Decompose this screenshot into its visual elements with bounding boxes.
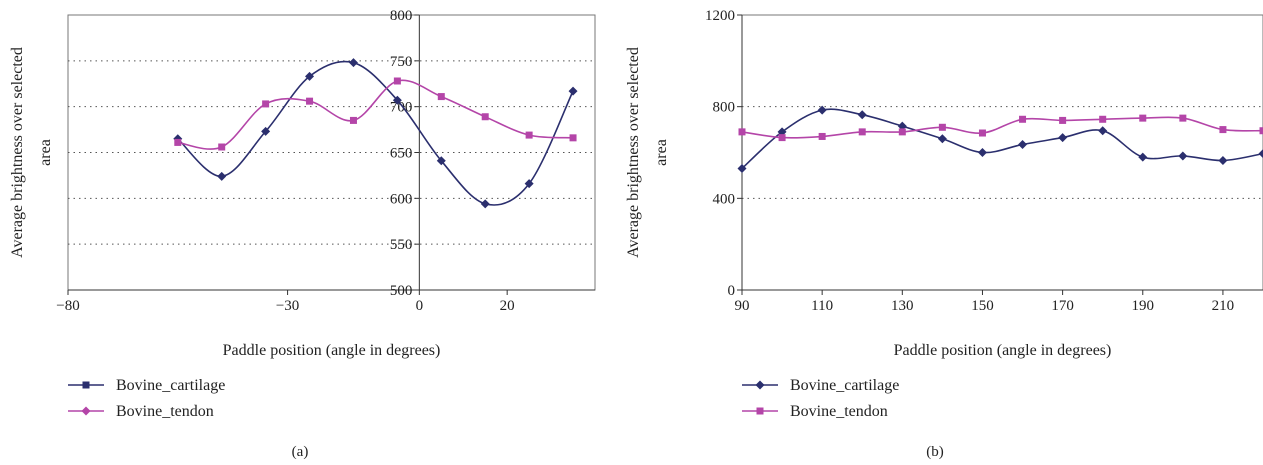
data-point — [977, 148, 987, 157]
data-point — [937, 134, 947, 144]
y-tick-label: 0 — [728, 283, 736, 299]
data-point — [978, 129, 986, 137]
data-point — [1138, 152, 1148, 162]
data-point — [480, 199, 490, 209]
data-point — [938, 123, 946, 131]
data-point — [217, 171, 227, 181]
data-point — [778, 134, 786, 142]
chart-panel-b: 0 400 800 1200 90 110 130 150 170 190 210 Paddle po… — [625, 8, 1263, 460]
data-point — [857, 110, 867, 120]
y-tick-label: 500 — [390, 283, 413, 299]
y-tick-label: 600 — [390, 191, 413, 207]
y-axis-label-line-1: Average brightness over selected — [625, 47, 642, 258]
y-tick-label: 750 — [390, 54, 413, 70]
plot-area-border — [741, 14, 1263, 291]
x-tick-label: 190 — [1132, 298, 1155, 314]
data-point — [436, 156, 446, 166]
legend-entry: Bovine_cartilage — [68, 377, 225, 394]
panel-caption: (b) — [926, 444, 944, 460]
data-point — [898, 128, 906, 136]
data-point — [569, 134, 577, 142]
data-point — [218, 143, 226, 151]
x-tick-label: −30 — [276, 298, 299, 314]
data-point — [1139, 114, 1147, 122]
x-tick-label: 0 — [416, 298, 424, 314]
data-point — [1258, 149, 1263, 159]
x-tick-label: 110 — [811, 298, 833, 314]
legend-label: Bovine_cartilage — [790, 377, 899, 394]
series-bovine-cartilage — [737, 105, 1263, 174]
y-axis-label-line-2: area — [653, 139, 670, 166]
data-point — [1098, 126, 1108, 136]
series-line — [177, 60, 574, 206]
data-point — [437, 93, 445, 101]
x-tick-label: 210 — [1212, 298, 1235, 314]
data-point — [1058, 133, 1068, 143]
series-bovine-tendon — [174, 77, 577, 151]
y-tick-label: 700 — [390, 100, 413, 116]
data-point — [262, 100, 270, 108]
legend-label: Bovine_tendon — [790, 403, 888, 420]
series-bovine-cartilage — [173, 58, 578, 209]
data-point — [174, 138, 182, 146]
x-tick-label: 150 — [971, 298, 994, 314]
data-point — [524, 179, 534, 189]
legend-marker — [82, 381, 90, 389]
data-point — [1218, 156, 1228, 166]
data-point — [1179, 114, 1187, 122]
data-point — [1059, 116, 1067, 124]
data-point — [817, 105, 827, 115]
y-axis-label-line-1: Average brightness over selected — [9, 47, 26, 258]
legend-label: Bovine_tendon — [116, 403, 214, 420]
y-tick-label: 650 — [390, 146, 413, 162]
legend-entry: Bovine_cartilage — [742, 377, 899, 394]
data-point — [738, 128, 746, 136]
data-point — [1018, 139, 1028, 149]
data-point — [481, 113, 489, 121]
y-axis-label-line-2: area — [37, 139, 54, 166]
data-point — [1099, 115, 1107, 123]
series-line — [177, 79, 574, 150]
x-tick-label: 20 — [500, 298, 515, 314]
data-point — [1019, 115, 1027, 123]
data-point — [393, 77, 401, 85]
x-tick-label: 90 — [735, 298, 750, 314]
legend-entry: Bovine_tendon — [742, 403, 888, 420]
x-tick-label: 130 — [891, 298, 914, 314]
data-point — [305, 71, 315, 81]
data-point — [392, 95, 402, 105]
y-tick-label: 800 — [390, 8, 413, 24]
x-axis-label: Paddle position (angle in degrees) — [894, 342, 1112, 359]
data-point — [568, 86, 578, 96]
legend-marker — [755, 380, 765, 390]
data-point — [261, 126, 271, 136]
legend-entry: Bovine_tendon — [68, 403, 214, 420]
data-point — [1219, 126, 1227, 134]
legend-marker — [81, 406, 91, 416]
y-tick-label: 800 — [713, 100, 736, 116]
data-point — [306, 97, 314, 105]
legend-label: Bovine_cartilage — [116, 377, 225, 394]
panel-caption: (a) — [292, 444, 309, 460]
y-tick-label: 550 — [390, 237, 413, 253]
series-bovine-tendon — [738, 114, 1263, 142]
data-point — [348, 58, 358, 68]
data-point — [818, 132, 826, 140]
data-point — [1259, 127, 1263, 135]
data-point — [349, 116, 357, 124]
x-axis-label: Paddle position (angle in degrees) — [223, 342, 441, 359]
data-point — [1178, 151, 1188, 161]
legend-marker — [756, 407, 764, 415]
y-tick-label: 1200 — [705, 8, 735, 24]
x-tick-label: −80 — [56, 298, 79, 314]
data-point — [525, 131, 533, 139]
chart-panel-a: 500 550 600 650 700 750 800 −80 −30 0 20 Paddle pos… — [9, 8, 596, 460]
data-point — [737, 164, 747, 174]
data-point — [858, 128, 866, 136]
x-tick-label: 170 — [1051, 298, 1074, 314]
plot-area-border — [67, 14, 596, 291]
y-tick-label: 400 — [713, 191, 736, 207]
